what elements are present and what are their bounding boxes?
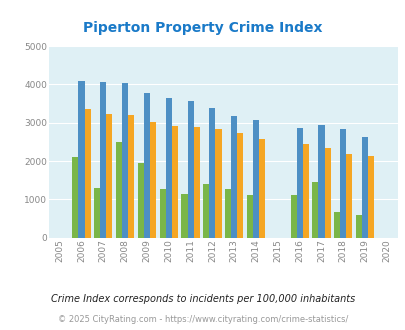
Bar [78, 81, 84, 238]
Bar [193, 127, 199, 238]
Bar [72, 157, 78, 238]
Bar [258, 139, 264, 238]
Text: © 2025 CityRating.com - https://www.cityrating.com/crime-statistics/: © 2025 CityRating.com - https://www.city… [58, 315, 347, 324]
Bar [94, 188, 100, 238]
Bar [165, 98, 171, 238]
Bar [224, 189, 230, 238]
Bar [128, 115, 134, 238]
Bar [296, 127, 302, 238]
Bar [302, 144, 308, 238]
Bar [137, 163, 143, 238]
Bar [345, 154, 352, 238]
Bar [318, 125, 324, 238]
Bar [181, 194, 187, 238]
Bar [106, 114, 112, 238]
Bar [333, 212, 339, 238]
Bar [324, 148, 330, 238]
Bar [187, 101, 193, 238]
Bar [339, 129, 345, 238]
Bar [355, 214, 361, 238]
Bar [100, 82, 106, 238]
Bar [84, 109, 90, 238]
Bar [122, 82, 128, 238]
Bar [116, 142, 122, 238]
Bar [209, 108, 215, 238]
Bar [215, 128, 221, 238]
Bar [237, 133, 243, 238]
Bar [252, 120, 258, 238]
Bar [290, 195, 296, 238]
Text: Piperton Property Crime Index: Piperton Property Crime Index [83, 21, 322, 35]
Bar [367, 156, 373, 238]
Bar [149, 122, 156, 238]
Bar [230, 116, 237, 238]
Bar [311, 182, 318, 238]
Bar [143, 93, 149, 238]
Bar [246, 195, 252, 238]
Bar [203, 184, 209, 238]
Bar [171, 126, 177, 238]
Bar [159, 189, 165, 238]
Text: Crime Index corresponds to incidents per 100,000 inhabitants: Crime Index corresponds to incidents per… [51, 294, 354, 304]
Bar [361, 137, 367, 238]
